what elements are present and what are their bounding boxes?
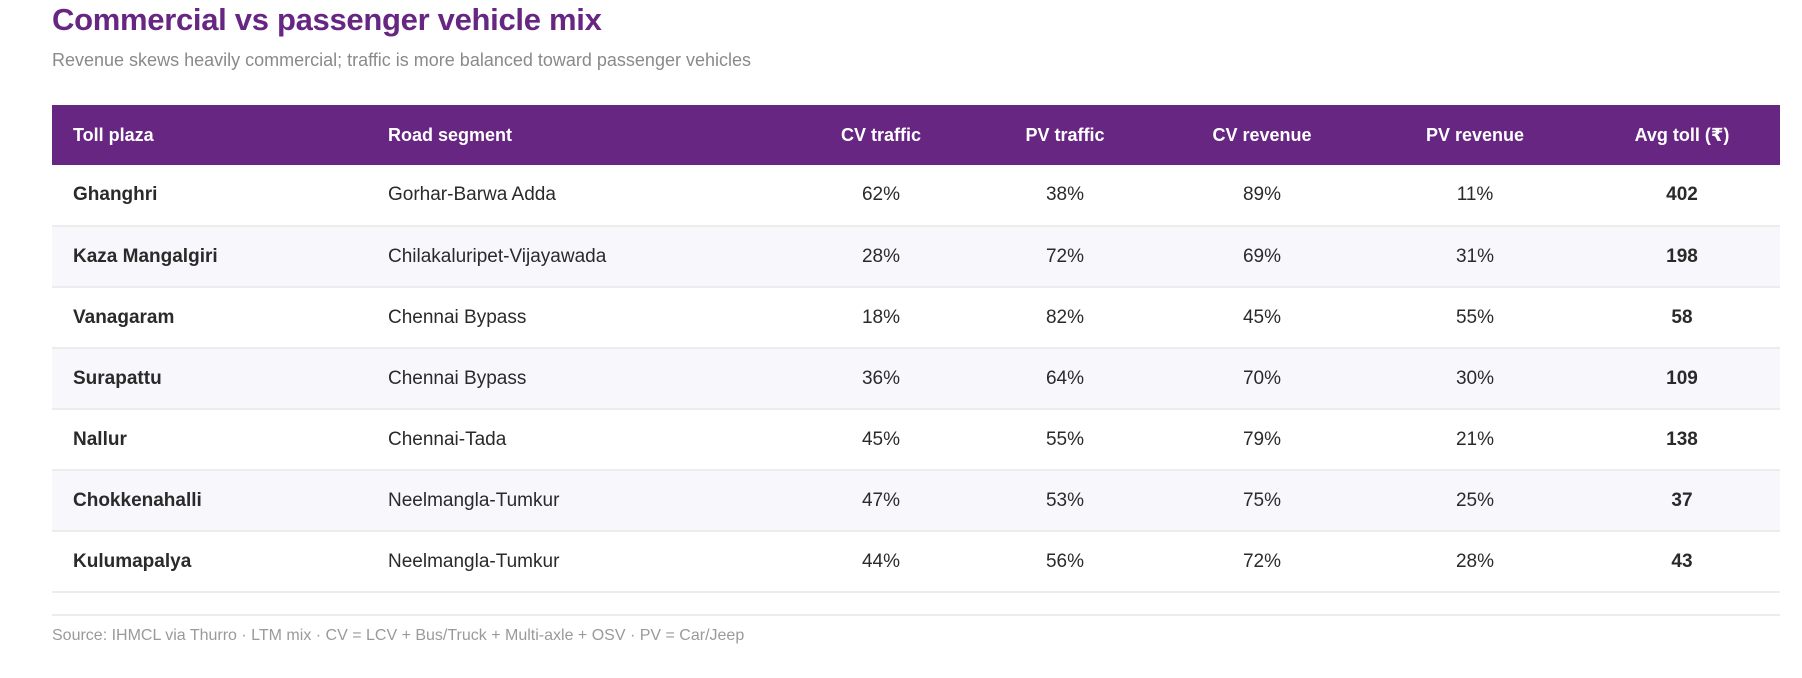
- cv-revenue-cell: 89%: [1242, 184, 1282, 205]
- avg-toll-cell: 138: [1666, 428, 1698, 450]
- page-title: Commercial vs passenger vehicle mix: [52, 2, 602, 37]
- cv-revenue-cell: 69%: [1242, 245, 1282, 267]
- cv-traffic-cell: 28%: [861, 245, 901, 267]
- cv-traffic-cell: 18%: [861, 306, 901, 328]
- column-header: CV traffic: [840, 124, 921, 145]
- road-segment-cell: Chennai-Tada: [388, 428, 507, 450]
- pv-revenue-cell: 21%: [1455, 428, 1495, 450]
- avg-toll-cell: 109: [1666, 367, 1698, 389]
- pv-revenue-cell: 31%: [1455, 245, 1495, 267]
- column-header: PV revenue: [1425, 124, 1525, 145]
- pv-traffic-cell: 72%: [1045, 245, 1085, 267]
- road-segment-cell: Gorhar-Barwa Adda: [388, 184, 556, 205]
- avg-toll-cell: 402: [1666, 184, 1698, 205]
- road-segment-cell: Chennai Bypass: [388, 367, 527, 389]
- cv-revenue-cell: 70%: [1242, 367, 1282, 389]
- avg-toll-cell: 198: [1666, 245, 1698, 267]
- cv-revenue-cell: 45%: [1242, 306, 1282, 328]
- cv-traffic-cell: 36%: [861, 367, 901, 389]
- column-header: Toll plaza: [73, 124, 154, 145]
- toll-plaza-cell: Ghanghri: [73, 184, 158, 205]
- table-row: Vanagaram Chennai Bypass 18% 82% 45% 55% 58: [52, 287, 1780, 348]
- table-row: Chokkenahalli Neelmangla-Tumkur 47% 53% 75% 2…: [52, 470, 1780, 531]
- pv-revenue-cell: 55%: [1455, 306, 1495, 328]
- column-header: PV traffic: [1025, 124, 1105, 145]
- column-header: CV revenue: [1212, 124, 1312, 145]
- pv-revenue-cell: 30%: [1455, 367, 1495, 389]
- avg-toll-cell: 37: [1671, 489, 1693, 511]
- pv-traffic-cell: 55%: [1045, 428, 1085, 450]
- cv-revenue-cell: 72%: [1242, 550, 1282, 572]
- table-row: Ghanghri Gorhar-Barwa Adda 62% 38% 89% 11% 402: [52, 165, 1780, 226]
- toll-plaza-cell: Surapattu: [73, 367, 162, 389]
- road-segment-cell: Chennai Bypass: [388, 306, 527, 328]
- source-note: Source: IHMCL via Thurro · LTM mix · CV …: [52, 627, 745, 644]
- pv-revenue-cell: 28%: [1455, 550, 1495, 572]
- pv-traffic-cell: 38%: [1045, 184, 1085, 205]
- divider: [52, 614, 1780, 616]
- road-segment-cell: Neelmangla-Tumkur: [388, 550, 560, 572]
- table-header-row: Toll plaza Road segment CV traffic PV tr…: [52, 105, 1780, 165]
- toll-plaza-cell: Vanagaram: [73, 306, 175, 328]
- table-row: Nallur Chennai-Tada 45% 55% 79% 21% 138: [52, 409, 1780, 470]
- cv-revenue-cell: 75%: [1242, 489, 1282, 511]
- pv-traffic-cell: 64%: [1045, 367, 1085, 389]
- table-row: Kulumapalya Neelmangla-Tumkur 44% 56% 72% 28%…: [52, 531, 1780, 592]
- pv-traffic-cell: 82%: [1045, 306, 1085, 328]
- table-row: Kaza Mangalgiri Chilakaluripet-Vijayawada…: [52, 226, 1780, 287]
- column-header: Road segment: [388, 124, 513, 145]
- avg-toll-cell: 43: [1671, 550, 1693, 572]
- toll-plaza-cell: Chokkenahalli: [73, 489, 202, 511]
- road-segment-cell: Chilakaluripet-Vijayawada: [388, 245, 607, 267]
- cv-traffic-cell: 47%: [861, 489, 901, 511]
- toll-plaza-cell: Nallur: [73, 428, 127, 450]
- pv-traffic-cell: 53%: [1045, 489, 1085, 511]
- cv-traffic-cell: 45%: [861, 428, 901, 450]
- road-segment-cell: Neelmangla-Tumkur: [388, 489, 560, 511]
- toll-plaza-cell: Kulumapalya: [73, 550, 192, 572]
- toll-plaza-cell: Kaza Mangalgiri: [73, 245, 218, 267]
- pv-revenue-cell: 25%: [1455, 489, 1495, 511]
- vehicle-mix-table: Toll plaza Road segment CV traffic PV tr…: [52, 105, 1780, 593]
- cv-traffic-cell: 62%: [861, 184, 901, 205]
- column-header: Avg toll (₹): [1634, 124, 1730, 145]
- avg-toll-cell: 58: [1671, 306, 1693, 328]
- cv-revenue-cell: 79%: [1242, 428, 1282, 450]
- page-subtitle: Revenue skews heavily commercial; traffi…: [52, 50, 751, 70]
- cv-traffic-cell: 44%: [861, 550, 901, 572]
- table-row: Surapattu Chennai Bypass 36% 64% 70% 30% 109: [52, 348, 1780, 409]
- pv-traffic-cell: 56%: [1045, 550, 1085, 572]
- pv-revenue-cell: 11%: [1456, 184, 1494, 205]
